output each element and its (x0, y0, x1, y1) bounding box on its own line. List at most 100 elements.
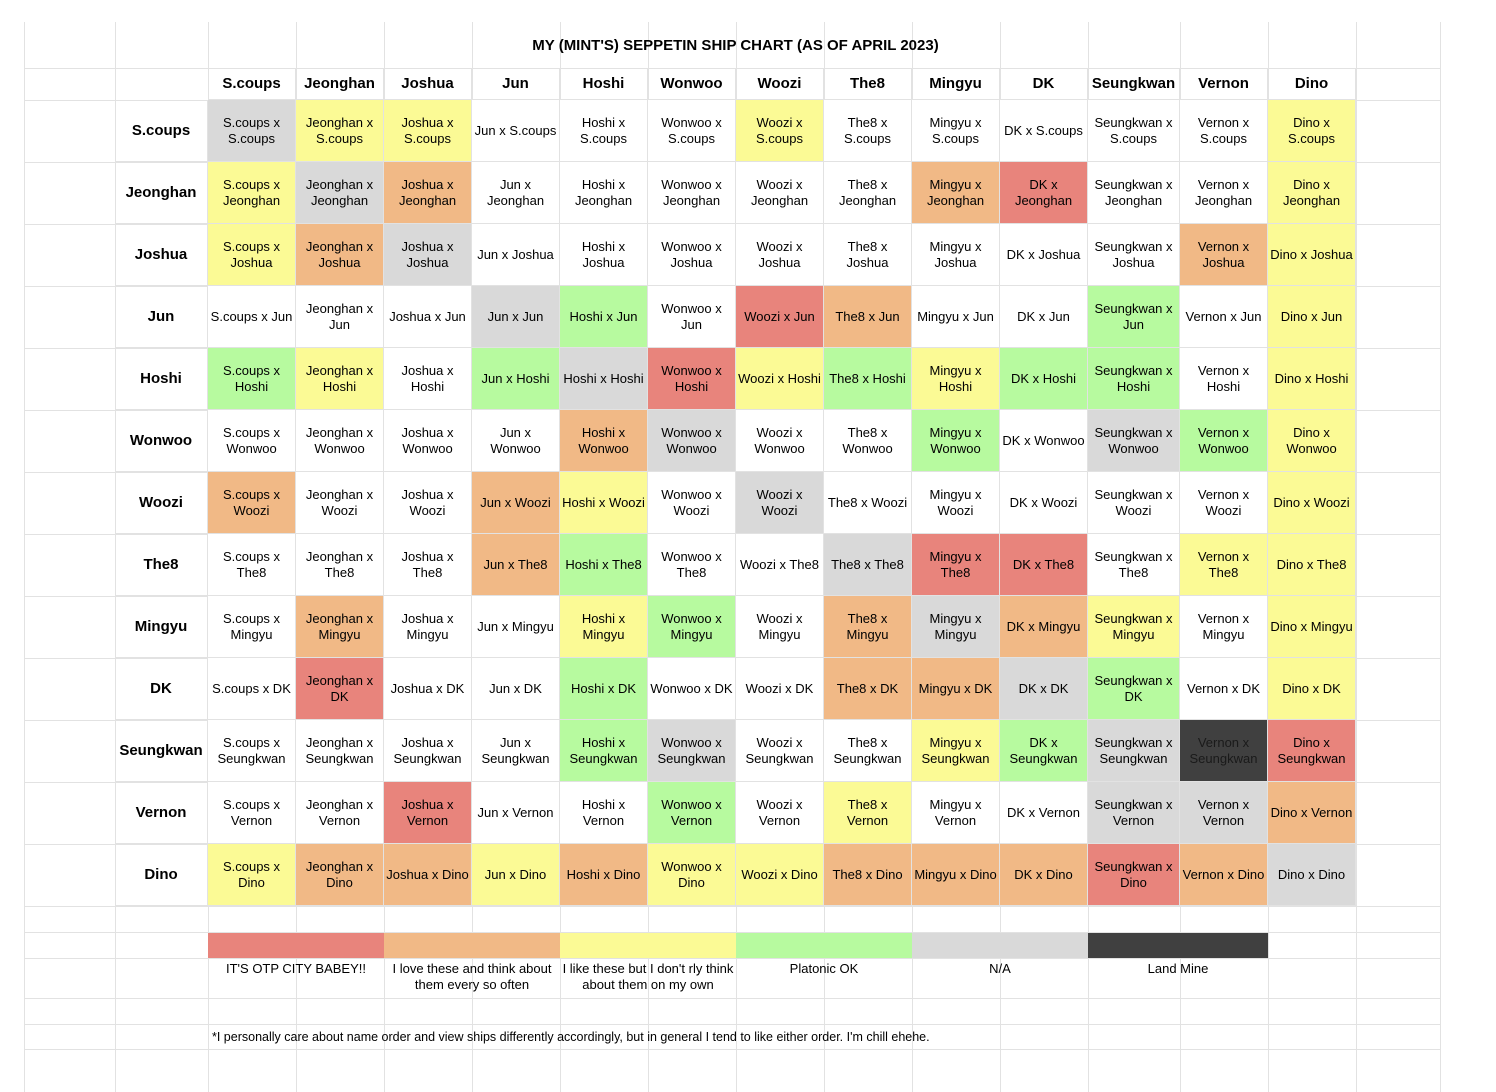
ship-cell[interactable]: Jeonghan x S.coups (296, 100, 384, 162)
ship-cell[interactable]: Joshua x Woozi (384, 472, 472, 534)
ship-cell[interactable]: Seungkwan x Jeonghan (1088, 162, 1180, 224)
ship-cell[interactable]: Jun x The8 (472, 534, 560, 596)
ship-cell[interactable]: Dino x Wonwoo (1268, 410, 1356, 472)
ship-cell[interactable]: Joshua x Seungkwan (384, 720, 472, 782)
ship-cell[interactable]: Dino x Dino (1268, 844, 1356, 906)
ship-cell[interactable]: Vernon x Seungkwan (1180, 720, 1268, 782)
ship-cell[interactable]: S.coups x Jeonghan (208, 162, 296, 224)
ship-cell[interactable]: S.coups x Mingyu (208, 596, 296, 658)
ship-cell[interactable]: Joshua x Jeonghan (384, 162, 472, 224)
ship-cell[interactable]: Joshua x Hoshi (384, 348, 472, 410)
ship-cell[interactable]: The8 x S.coups (824, 100, 912, 162)
ship-cell[interactable]: The8 x Hoshi (824, 348, 912, 410)
ship-cell[interactable]: Jun x S.coups (472, 100, 560, 162)
ship-cell[interactable]: DK x Dino (1000, 844, 1088, 906)
ship-cell[interactable]: The8 x Dino (824, 844, 912, 906)
ship-cell[interactable]: Mingyu x DK (912, 658, 1000, 720)
ship-cell[interactable]: S.coups x Hoshi (208, 348, 296, 410)
ship-cell[interactable]: Wonwoo x Woozi (648, 472, 736, 534)
ship-cell[interactable]: Joshua x The8 (384, 534, 472, 596)
ship-cell[interactable]: Mingyu x Hoshi (912, 348, 1000, 410)
ship-cell[interactable]: S.coups x Jun (208, 286, 296, 348)
ship-cell[interactable]: Hoshi x Dino (560, 844, 648, 906)
ship-cell[interactable]: Hoshi x Woozi (560, 472, 648, 534)
ship-cell[interactable]: Seungkwan x Woozi (1088, 472, 1180, 534)
ship-cell[interactable]: DK x Seungkwan (1000, 720, 1088, 782)
ship-cell[interactable]: Woozi x Mingyu (736, 596, 824, 658)
ship-cell[interactable]: Mingyu x Jun (912, 286, 1000, 348)
ship-cell[interactable]: Hoshi x Wonwoo (560, 410, 648, 472)
ship-cell[interactable]: Hoshi x DK (560, 658, 648, 720)
ship-cell[interactable]: Seungkwan x Mingyu (1088, 596, 1180, 658)
ship-cell[interactable]: DK x Joshua (1000, 224, 1088, 286)
ship-cell[interactable]: Mingyu x Jeonghan (912, 162, 1000, 224)
ship-cell[interactable]: Joshua x Mingyu (384, 596, 472, 658)
ship-cell[interactable]: Jun x Vernon (472, 782, 560, 844)
ship-cell[interactable]: Jun x Joshua (472, 224, 560, 286)
ship-cell[interactable]: Jeonghan x DK (296, 658, 384, 720)
ship-cell[interactable]: Wonwoo x Joshua (648, 224, 736, 286)
ship-cell[interactable]: Mingyu x Mingyu (912, 596, 1000, 658)
ship-cell[interactable]: Seungkwan x DK (1088, 658, 1180, 720)
ship-cell[interactable]: Vernon x Jun (1180, 286, 1268, 348)
ship-cell[interactable]: Wonwoo x Seungkwan (648, 720, 736, 782)
ship-cell[interactable]: S.coups x Dino (208, 844, 296, 906)
ship-cell[interactable]: Seungkwan x The8 (1088, 534, 1180, 596)
ship-cell[interactable]: Dino x Jeonghan (1268, 162, 1356, 224)
ship-cell[interactable]: S.coups x DK (208, 658, 296, 720)
ship-cell[interactable]: Wonwoo x Dino (648, 844, 736, 906)
ship-cell[interactable]: Woozi x The8 (736, 534, 824, 596)
ship-cell[interactable]: Seungkwan x Joshua (1088, 224, 1180, 286)
ship-cell[interactable]: Dino x Hoshi (1268, 348, 1356, 410)
ship-cell[interactable]: Hoshi x Seungkwan (560, 720, 648, 782)
ship-cell[interactable]: Jeonghan x Jun (296, 286, 384, 348)
ship-cell[interactable]: S.coups x Joshua (208, 224, 296, 286)
ship-cell[interactable]: Joshua x S.coups (384, 100, 472, 162)
ship-cell[interactable]: Jeonghan x Jeonghan (296, 162, 384, 224)
ship-cell[interactable]: Dino x S.coups (1268, 100, 1356, 162)
ship-cell[interactable]: Woozi x Hoshi (736, 348, 824, 410)
ship-cell[interactable]: Jeonghan x Woozi (296, 472, 384, 534)
ship-cell[interactable]: Jun x Dino (472, 844, 560, 906)
ship-cell[interactable]: The8 x Jun (824, 286, 912, 348)
ship-cell[interactable]: Mingyu x S.coups (912, 100, 1000, 162)
ship-cell[interactable]: Woozi x Wonwoo (736, 410, 824, 472)
ship-cell[interactable]: Jeonghan x Joshua (296, 224, 384, 286)
ship-cell[interactable]: Jeonghan x Wonwoo (296, 410, 384, 472)
ship-cell[interactable]: Mingyu x Seungkwan (912, 720, 1000, 782)
ship-cell[interactable]: Woozi x S.coups (736, 100, 824, 162)
ship-cell[interactable]: Hoshi x The8 (560, 534, 648, 596)
ship-cell[interactable]: Vernon x DK (1180, 658, 1268, 720)
ship-cell[interactable]: Hoshi x Jeonghan (560, 162, 648, 224)
ship-cell[interactable]: Vernon x S.coups (1180, 100, 1268, 162)
ship-cell[interactable]: Hoshi x S.coups (560, 100, 648, 162)
ship-cell[interactable]: DK x DK (1000, 658, 1088, 720)
ship-cell[interactable]: Woozi x Seungkwan (736, 720, 824, 782)
ship-cell[interactable]: Wonwoo x Hoshi (648, 348, 736, 410)
ship-cell[interactable]: Vernon x Jeonghan (1180, 162, 1268, 224)
ship-cell[interactable]: Seungkwan x Seungkwan (1088, 720, 1180, 782)
ship-cell[interactable]: The8 x Seungkwan (824, 720, 912, 782)
ship-cell[interactable]: Woozi x Jeonghan (736, 162, 824, 224)
ship-cell[interactable]: Wonwoo x Jun (648, 286, 736, 348)
ship-cell[interactable]: Joshua x Jun (384, 286, 472, 348)
ship-cell[interactable]: The8 x Joshua (824, 224, 912, 286)
ship-cell[interactable]: Mingyu x Wonwoo (912, 410, 1000, 472)
ship-cell[interactable]: Vernon x Hoshi (1180, 348, 1268, 410)
ship-cell[interactable]: Joshua x Vernon (384, 782, 472, 844)
ship-cell[interactable]: Woozi x Jun (736, 286, 824, 348)
ship-cell[interactable]: DK x The8 (1000, 534, 1088, 596)
ship-cell[interactable]: Mingyu x Woozi (912, 472, 1000, 534)
ship-cell[interactable]: Woozi x Joshua (736, 224, 824, 286)
ship-cell[interactable]: Seungkwan x Wonwoo (1088, 410, 1180, 472)
ship-cell[interactable]: Dino x Joshua (1268, 224, 1356, 286)
ship-cell[interactable]: Jun x Wonwoo (472, 410, 560, 472)
ship-cell[interactable]: Hoshi x Hoshi (560, 348, 648, 410)
ship-cell[interactable]: Hoshi x Joshua (560, 224, 648, 286)
ship-cell[interactable]: Vernon x Dino (1180, 844, 1268, 906)
ship-cell[interactable]: Seungkwan x Vernon (1088, 782, 1180, 844)
ship-cell[interactable]: Vernon x The8 (1180, 534, 1268, 596)
ship-cell[interactable]: Jun x Mingyu (472, 596, 560, 658)
ship-cell[interactable]: Wonwoo x DK (648, 658, 736, 720)
ship-cell[interactable]: S.coups x Vernon (208, 782, 296, 844)
